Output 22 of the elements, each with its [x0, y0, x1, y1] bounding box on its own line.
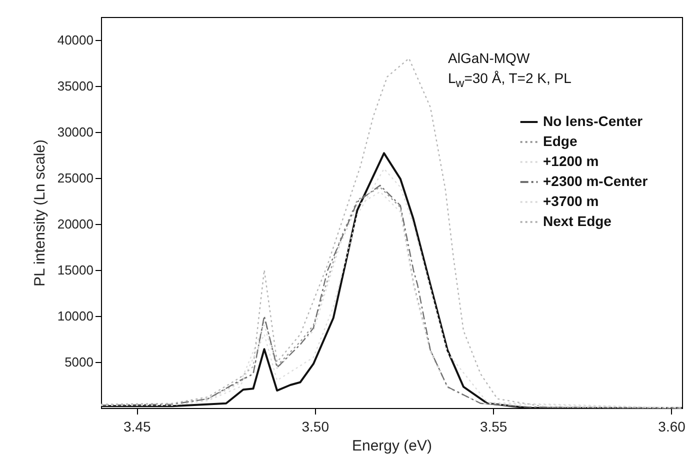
legend-label: No lens-Center — [543, 113, 644, 129]
x-tick-label: 3.45 — [124, 418, 151, 434]
y-tick-label: 40000 — [57, 32, 94, 48]
x-tick-label: 3.55 — [480, 418, 508, 434]
annotation: L$_{w}$=30 Å, T=2 K, PL — [448, 69, 572, 92]
legend-label: +1200 m — [543, 153, 599, 169]
y-tick-label: 35000 — [57, 78, 94, 94]
y-tick-label: 30000 — [57, 124, 94, 140]
x-tick-label: 3.60 — [658, 418, 686, 434]
y-tick-label: 10000 — [57, 308, 94, 324]
x-axis-title: Energy (eV) — [352, 438, 432, 454]
legend-label: +2300 m-Center — [543, 173, 648, 189]
annotation: AlGaN-MQW — [448, 49, 531, 68]
y-tick-label: 25000 — [57, 170, 94, 186]
y-tick-label: 15000 — [57, 262, 94, 278]
y-tick-label: 5000 — [64, 354, 94, 370]
legend-label: +3700 m — [543, 193, 599, 209]
y-tick-label: 20000 — [57, 216, 94, 232]
legend-label: Edge — [543, 133, 578, 149]
x-tick-label: 3.50 — [302, 418, 330, 434]
y-axis-title: PL intensity (Ln scale) — [31, 139, 48, 287]
legend-label: Next Edge — [543, 213, 612, 229]
